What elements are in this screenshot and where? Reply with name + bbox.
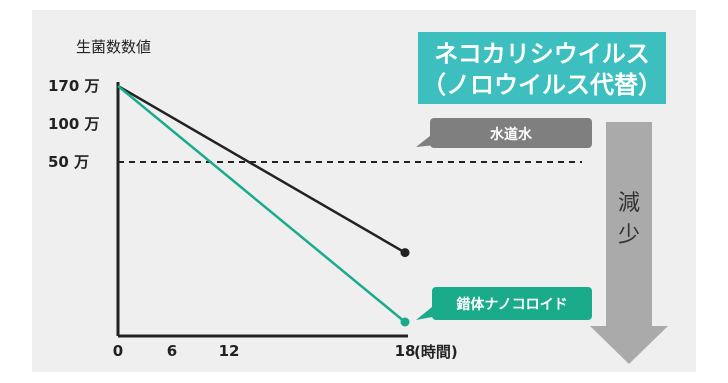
x-tick-label: 12 bbox=[219, 342, 240, 360]
decrease-arrow: 減 少 bbox=[590, 122, 668, 364]
x-tick-label: 0 bbox=[113, 342, 123, 360]
series-tag-tap-water: 水道水 bbox=[416, 118, 592, 148]
y-tick-label: 100 万 bbox=[48, 115, 100, 133]
data-point-tap-water-end bbox=[400, 248, 410, 258]
series-tag-nano-colloid-label: 錯体ナノコロイド bbox=[456, 296, 567, 313]
banner-line-2: （ノロウイルス代替） bbox=[422, 71, 662, 99]
series-line-tap-water bbox=[117, 84, 406, 254]
x-tick-label: 18 bbox=[395, 342, 416, 360]
series-line-nano-colloid bbox=[117, 85, 406, 323]
virus-banner: ネコカリシウイルス （ノロウイルス代替） bbox=[418, 32, 666, 104]
series-tag-tap-water-label: 水道水 bbox=[490, 126, 533, 143]
y-tick-label: 50 万 bbox=[48, 153, 89, 171]
y-axis-title: 生菌数数値 bbox=[76, 38, 151, 56]
y-tick-label: 170 万 bbox=[48, 77, 100, 95]
banner-line-1: ネコカリシウイルス bbox=[434, 40, 650, 68]
x-axis-unit: (時間) bbox=[414, 343, 458, 361]
series-tag-nano-colloid: 錯体ナノコロイド bbox=[416, 287, 592, 320]
x-tick-label: 6 bbox=[167, 342, 177, 360]
data-point-nano-colloid-end bbox=[400, 317, 410, 327]
decrease-arrow-char-2: 少 bbox=[618, 223, 640, 248]
decrease-arrow-char-1: 減 bbox=[618, 191, 640, 216]
